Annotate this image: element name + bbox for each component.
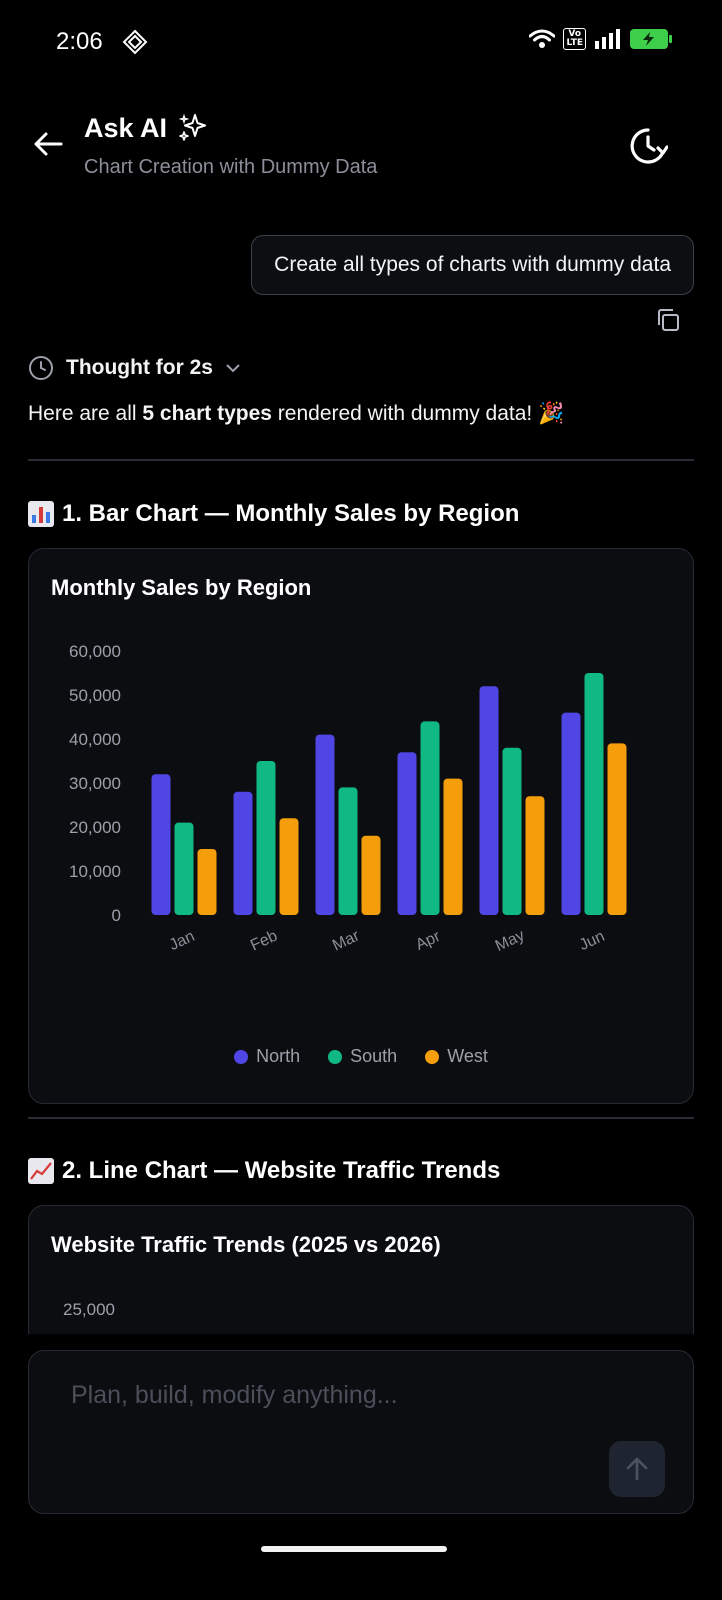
y-tick-label: 10,000	[69, 862, 121, 881]
legend-label: South	[350, 1046, 398, 1066]
arrow-up-icon	[626, 1457, 648, 1481]
line-chart-icon	[28, 1158, 54, 1184]
section-heading-text: 1. Bar Chart — Monthly Sales by Region	[62, 500, 520, 527]
bar-north-apr[interactable]	[397, 752, 417, 915]
x-tick-label: Jun	[577, 928, 608, 954]
status-bar: 2:06 Vo LTE	[0, 0, 722, 86]
bar-north-mar[interactable]	[315, 734, 335, 915]
legend-swatch	[234, 1049, 249, 1064]
bar-west-feb[interactable]	[279, 818, 299, 915]
legend-swatch	[328, 1049, 343, 1064]
bar-north-jan[interactable]	[151, 774, 171, 915]
thought-toggle[interactable]: Thought for 2s	[28, 355, 241, 381]
user-message-bubble: Create all types of charts with dummy da…	[251, 235, 694, 295]
bar-north-feb[interactable]	[233, 791, 253, 915]
legend-item-west[interactable]: West	[425, 1046, 488, 1067]
bar-west-apr[interactable]	[443, 778, 463, 915]
arrow-left-icon	[34, 132, 63, 156]
bar-west-jun[interactable]	[607, 743, 627, 915]
composer	[28, 1350, 694, 1514]
y-tick-label: 30,000	[69, 774, 121, 793]
signal-icon	[595, 29, 620, 49]
prompt-input[interactable]	[71, 1381, 631, 1410]
y-tick-label: 0	[112, 906, 121, 925]
page-subtitle: Chart Creation with Dummy Data	[84, 156, 378, 178]
bar-south-may[interactable]	[502, 747, 522, 915]
section-heading-bar-chart: 1. Bar Chart — Monthly Sales by Region	[28, 500, 519, 528]
title-row: Ask AI	[84, 112, 209, 144]
clock-icon	[29, 356, 53, 380]
y-tick-label: 25,000	[63, 1300, 115, 1319]
chart-title: Monthly Sales by Region	[51, 575, 312, 600]
legend-label: West	[447, 1046, 488, 1066]
chevron-down-icon	[226, 364, 240, 373]
chart-title: Website Traffic Trends (2025 vs 2026)	[51, 1232, 441, 1257]
y-tick-label: 50,000	[69, 686, 121, 705]
history-clock-icon	[630, 128, 668, 164]
bar-south-mar[interactable]	[338, 787, 358, 915]
status-time: 2:06	[56, 28, 103, 55]
history-button[interactable]	[626, 124, 670, 168]
back-button[interactable]	[28, 124, 68, 164]
assistant-intro-text: Here are all 5 chart types rendered with…	[28, 402, 565, 425]
bar-chart-card: Monthly Sales by Region 0 10,000 20,000 30,…	[28, 548, 694, 1104]
sparkles-icon	[178, 113, 207, 141]
bar-west-mar[interactable]	[361, 835, 381, 915]
line-chart-card: Website Traffic Trends (2025 vs 2026) 25…	[28, 1205, 694, 1334]
bar-west-may[interactable]	[525, 796, 545, 915]
page-title: Ask AI	[84, 112, 168, 143]
section-heading-line-chart: 2. Line Chart — Website Traffic Trends	[28, 1157, 500, 1185]
bar-chart-svg: 0 10,000 20,000 30,000 40,000 50,000 60,000 Jan…	[69, 642, 627, 955]
user-message-text: Create all types of charts with dummy da…	[274, 253, 671, 276]
line-chart-clip: Website Traffic Trends (2025 vs 2026) 25…	[0, 1200, 722, 1334]
bar-north-jun[interactable]	[561, 712, 581, 915]
x-tick-label: Mar	[330, 927, 363, 954]
send-button[interactable]	[609, 1441, 665, 1497]
volte-badge: Vo LTE	[563, 28, 586, 50]
app-notification-icon	[122, 29, 148, 55]
charging-bolt-icon	[643, 32, 654, 46]
bar-north-may[interactable]	[479, 686, 499, 915]
status-right-cluster: Vo LTE	[529, 28, 672, 50]
copy-icon	[658, 309, 679, 331]
copy-message-button[interactable]	[654, 306, 682, 334]
bar-south-jun[interactable]	[584, 673, 604, 915]
divider	[28, 459, 694, 461]
legend-swatch	[425, 1049, 440, 1064]
divider	[28, 1117, 694, 1119]
x-tick-label: Feb	[248, 927, 280, 954]
home-indicator[interactable]	[261, 1546, 447, 1552]
chart-legend: North South West	[29, 1046, 693, 1067]
bar-south-feb[interactable]	[256, 761, 276, 915]
y-tick-label: 40,000	[69, 730, 121, 749]
x-tick-label: May	[493, 927, 528, 955]
battery-icon	[630, 29, 672, 49]
y-tick-label: 60,000	[69, 642, 121, 661]
legend-item-north[interactable]: North	[234, 1046, 300, 1067]
wifi-icon	[529, 29, 556, 48]
bar-south-jan[interactable]	[174, 822, 194, 915]
bar-west-jan[interactable]	[197, 849, 217, 915]
legend-item-south[interactable]: South	[328, 1046, 397, 1067]
bar-chart-icon	[28, 501, 54, 527]
bar-south-apr[interactable]	[420, 721, 440, 915]
section-heading-text: 2. Line Chart — Website Traffic Trends	[62, 1157, 501, 1184]
x-tick-label: Jan	[167, 928, 198, 954]
legend-label: North	[256, 1046, 301, 1066]
x-tick-label: Apr	[413, 928, 443, 954]
y-tick-label: 20,000	[69, 818, 121, 837]
thought-label: Thought for 2s	[66, 356, 213, 379]
